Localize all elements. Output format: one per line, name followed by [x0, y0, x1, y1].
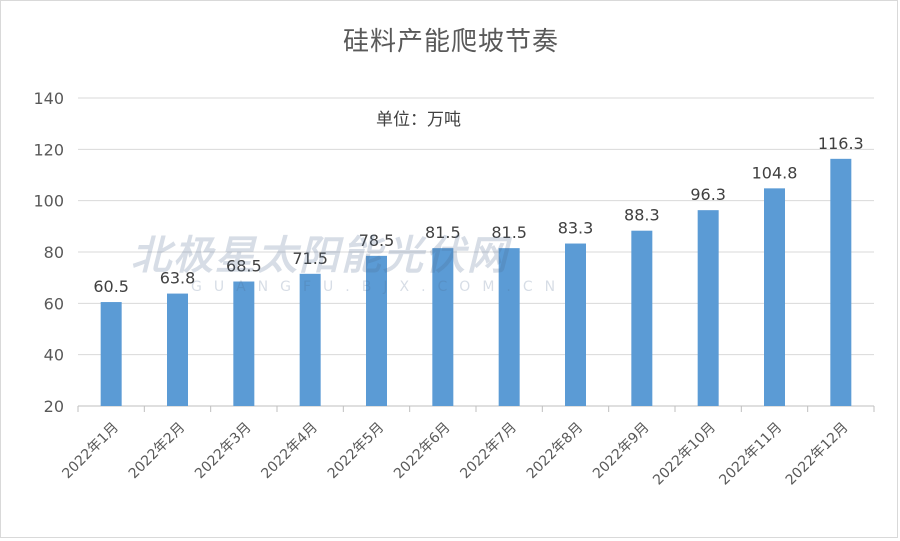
data-label: 81.5 [425, 223, 461, 242]
x-tick-label: 2022年9月 [590, 420, 653, 483]
data-label: 96.3 [690, 185, 726, 204]
y-tick-label: 140 [33, 89, 64, 108]
bar [366, 255, 387, 406]
x-tick-label: 2022年8月 [524, 420, 587, 483]
chart-title: 硅料产能爬坡节奏 [342, 27, 559, 57]
x-tick-label: 2022年10月 [650, 420, 719, 489]
y-tick-label: 20 [44, 397, 64, 416]
data-label: 71.5 [292, 249, 328, 268]
bar [233, 281, 255, 406]
data-label: 81.5 [491, 223, 527, 242]
data-label: 78.5 [359, 231, 395, 250]
bar [631, 230, 653, 406]
data-label: 60.5 [93, 277, 129, 296]
watermark-subtext: GUANGFU.BJX.COM.CN [191, 279, 568, 295]
bar [167, 293, 188, 406]
x-tick-label: 2022年6月 [391, 420, 454, 483]
data-label: 83.3 [558, 219, 594, 238]
x-tick-label: 2022年1月 [59, 420, 122, 483]
data-label: 63.8 [160, 269, 196, 288]
bar [830, 158, 852, 406]
x-tick-label: 2022年5月 [325, 420, 388, 483]
bar [764, 188, 785, 406]
x-tick-label: 2022年2月 [126, 420, 189, 483]
data-label: 116.3 [818, 134, 864, 153]
x-tick-label: 2022年3月 [192, 420, 255, 483]
x-tick-label: 2022年12月 [783, 420, 852, 489]
bar [299, 273, 321, 406]
y-tick-label: 120 [33, 140, 64, 159]
y-tick-label: 100 [33, 192, 64, 211]
x-tick-label: 2022年7月 [457, 420, 520, 483]
y-tick-label: 80 [44, 243, 64, 262]
unit-label: 单位：万吨 [376, 110, 461, 130]
bar [565, 243, 586, 406]
bar [498, 248, 520, 406]
data-label: 104.8 [752, 163, 798, 182]
x-tick-label: 2022年4月 [258, 420, 321, 483]
watermark-text: 北极星太阳能光伏网 [131, 233, 509, 279]
bar [432, 248, 454, 406]
watermark: 北极星太阳能光伏网 GUANGFU.BJX.COM.CN [131, 223, 567, 295]
bar [100, 302, 122, 406]
data-label: 68.5 [226, 257, 262, 276]
data-label: 88.3 [624, 206, 660, 225]
bar [697, 210, 719, 406]
y-tick-label: 40 [44, 346, 64, 365]
y-tick-label: 60 [44, 294, 64, 313]
x-tick-label: 2022年11月 [716, 420, 785, 489]
